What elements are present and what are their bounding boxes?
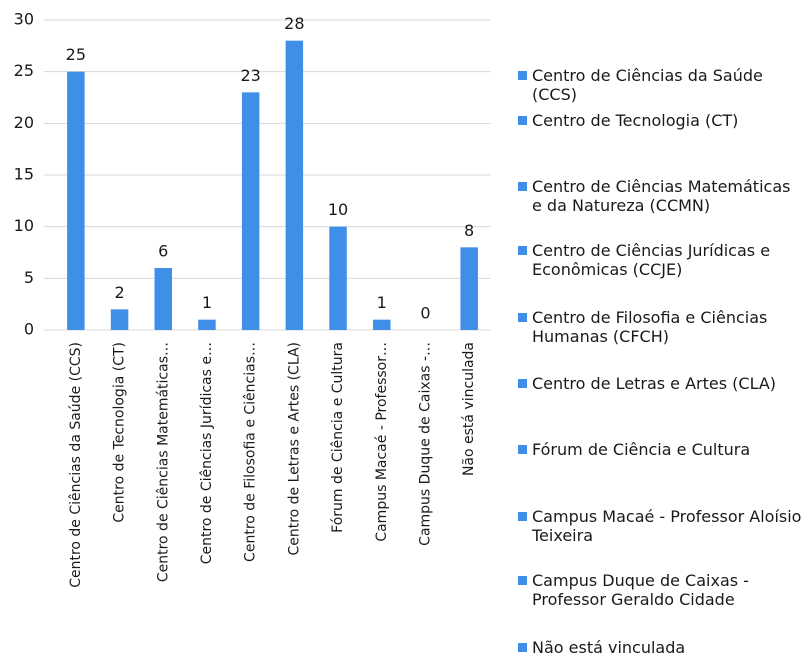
legend-item: Campus Macaé - Professor Aloísio Teixeir… [518, 507, 802, 545]
legend-item: Centro de Ciências Matemáticas e da Natu… [518, 177, 802, 215]
bar [110, 309, 129, 330]
bar [67, 71, 85, 331]
y-tick-label: 15 [14, 165, 34, 184]
y-tick-label: 10 [14, 216, 34, 235]
x-tick-label: Centro de Ciências Jurídicas e… [199, 342, 215, 564]
bar [373, 319, 391, 330]
legend-label: Campus Macaé - Professor Aloísio Teixeir… [532, 507, 802, 545]
value-label: 1 [202, 293, 212, 312]
y-tick-label: 20 [14, 113, 34, 132]
value-label: 25 [66, 45, 86, 64]
y-tick-label: 5 [24, 268, 34, 287]
value-label: 0 [420, 304, 430, 323]
legend-label: Centro de Ciências da Saúde (CCS) [532, 66, 763, 104]
y-tick-label: 0 [24, 320, 34, 339]
y-tick-label: 25 [14, 61, 34, 80]
bar [154, 268, 172, 330]
bar [241, 92, 260, 330]
bar [460, 247, 478, 330]
legend-label: Campus Duque de Caixas - Professor Geral… [532, 571, 749, 609]
legend-swatch [518, 182, 527, 191]
value-label: 6 [158, 242, 168, 261]
legend-item: Campus Duque de Caixas - Professor Geral… [518, 571, 802, 609]
value-label: 1 [377, 293, 387, 312]
legend-item: Centro de Ciências da Saúde (CCS) [518, 66, 802, 104]
legend-label: Centro de Letras e Artes (CLA) [532, 374, 777, 393]
legend-label: Fórum de Ciência e Cultura [532, 440, 751, 459]
value-label: 8 [464, 221, 474, 240]
legend-item: Fórum de Ciência e Cultura [518, 440, 802, 459]
legend-swatch [518, 445, 527, 454]
legend-label: Centro de Filosofia e Ciências Humanas (… [532, 308, 768, 346]
x-tick-label: Fórum de Ciência e Cultura [330, 342, 346, 533]
value-label: 2 [114, 283, 124, 302]
legend-item: Centro de Filosofia e Ciências Humanas (… [518, 308, 802, 346]
legend-label: Centro de Tecnologia (CT) [532, 111, 739, 130]
value-label: 28 [284, 14, 304, 33]
legend-label: Não está vinculada [532, 638, 686, 657]
x-tick-label: Centro de Filosofia e Ciências… [243, 342, 259, 562]
x-tick-label: Não está vinculada [461, 342, 477, 476]
x-tick-label: Campus Macaé - Professor… [374, 342, 390, 542]
legend-label: Centro de Ciências Matemáticas e da Natu… [532, 177, 791, 215]
legend-swatch [518, 643, 527, 652]
value-label: 23 [240, 66, 260, 85]
legend-swatch [518, 512, 527, 521]
legend-item: Não está vinculada [518, 638, 802, 657]
legend-swatch [518, 576, 527, 585]
x-tick-label: Centro de Letras e Artes (CLA) [286, 342, 302, 556]
bar [198, 319, 216, 330]
y-tick-label: 30 [14, 10, 34, 29]
x-tick-label: Centro de Ciências Matemáticas… [155, 342, 171, 582]
legend-swatch [518, 71, 527, 80]
value-label: 10 [328, 200, 348, 219]
legend-swatch [518, 313, 527, 322]
x-tick-label: Campus Duque de Caixas -… [417, 342, 433, 546]
x-tick-label: Centro de Tecnologia (CT) [112, 342, 128, 523]
bar [285, 40, 304, 331]
legend-item: Centro de Tecnologia (CT) [518, 111, 802, 130]
legend-swatch [518, 116, 527, 125]
bar [329, 226, 347, 330]
legend-swatch [518, 379, 527, 388]
x-tick-label: Centro de Ciências da Saúde (CCS) [68, 342, 84, 588]
legend-item: Centro de Letras e Artes (CLA) [518, 374, 802, 393]
legend-item: Centro de Ciências Jurídicas e Econômica… [518, 241, 802, 279]
legend-swatch [518, 246, 527, 255]
legend-label: Centro de Ciências Jurídicas e Econômica… [532, 241, 771, 279]
